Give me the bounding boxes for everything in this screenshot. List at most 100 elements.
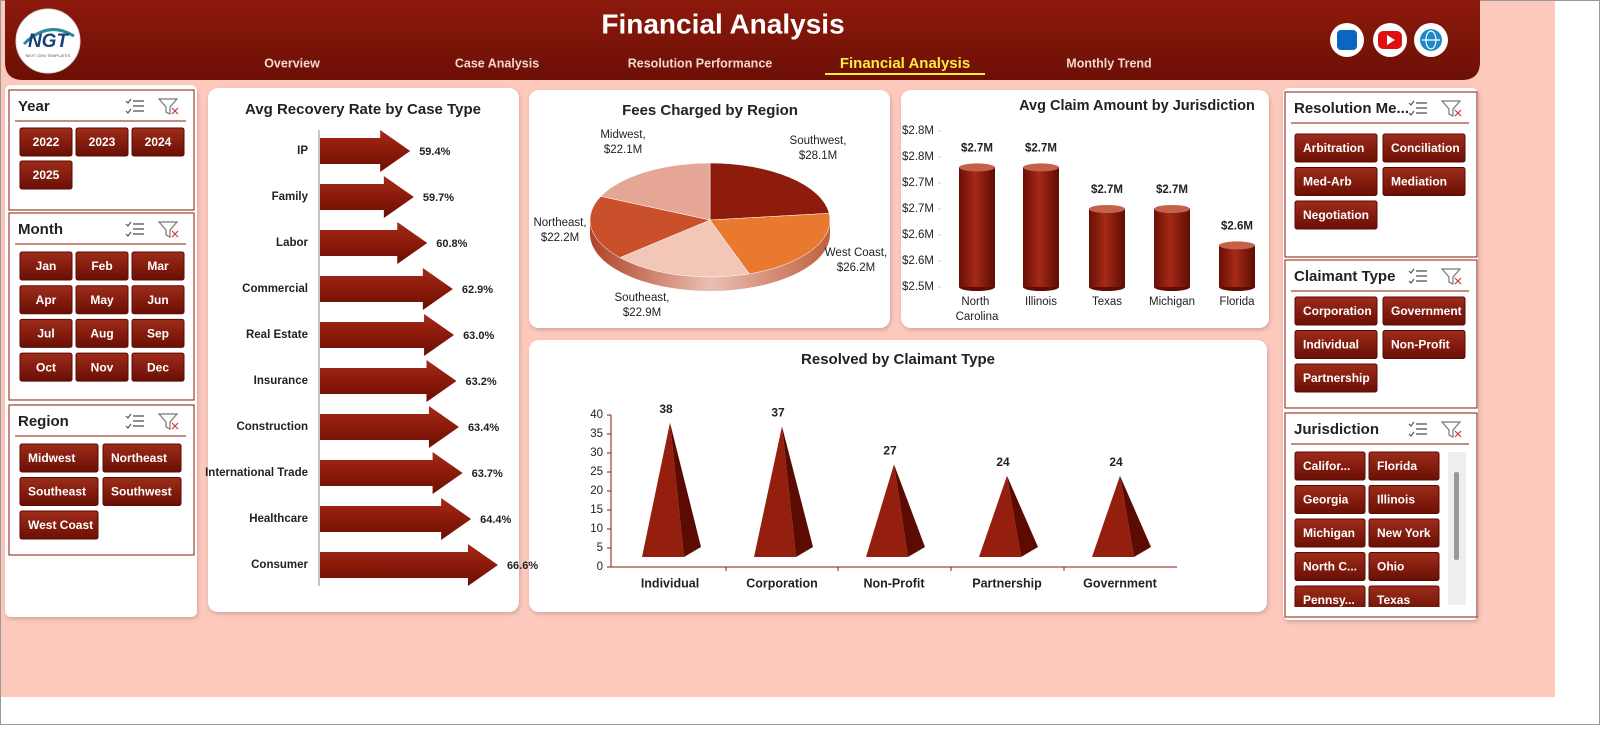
slicer-button[interactable] — [75, 352, 129, 382]
slicer-button-label[interactable]: Ohio — [1377, 560, 1404, 574]
slicer-button-label[interactable]: Non-Profit — [1391, 338, 1450, 352]
slicer-button-label[interactable]: Texas — [1377, 593, 1410, 607]
slicer-button-label[interactable]: Jan — [36, 259, 57, 273]
slicer-button[interactable] — [1368, 518, 1440, 548]
clear-filter-icon[interactable] — [1440, 268, 1462, 285]
slicer-button[interactable] — [75, 285, 129, 315]
nav-tab[interactable]: Monthly Trend — [1066, 56, 1151, 70]
nav-tab[interactable]: Financial Analysis — [840, 55, 970, 72]
slicer-button[interactable] — [1368, 552, 1440, 581]
slicer-button[interactable] — [1294, 485, 1366, 514]
slicer-items: Arbitration Conciliation Med-Arb Mediation N… — [1294, 133, 1466, 230]
slicer-button-label[interactable]: Conciliation — [1391, 141, 1460, 155]
slicer-button-label[interactable]: Florida — [1377, 459, 1417, 473]
slicer-button-label[interactable]: Nov — [91, 360, 114, 374]
slicer-button-label[interactable]: 2025 — [33, 168, 60, 182]
nav-tab[interactable]: Overview — [264, 56, 320, 70]
slicer-button-label[interactable]: North C... — [1303, 560, 1357, 574]
slicer-button[interactable] — [131, 251, 185, 281]
slicer-button[interactable] — [19, 160, 73, 190]
slicer-button[interactable] — [1382, 167, 1466, 196]
slicer-button[interactable] — [1368, 585, 1440, 614]
slicer-button[interactable] — [102, 443, 182, 473]
slicer-button-label[interactable]: Government — [1391, 304, 1462, 318]
clear-filter-icon[interactable] — [157, 221, 179, 238]
clear-filter-icon[interactable] — [157, 98, 179, 115]
nav-tab[interactable]: Resolution Performance — [628, 56, 773, 70]
slicer-button-label[interactable]: Dec — [147, 360, 169, 374]
slicer-button[interactable] — [131, 352, 185, 382]
slicer-button-label[interactable]: Sep — [147, 327, 169, 341]
scrollbar-thumb[interactable] — [1454, 472, 1459, 560]
slicer-button[interactable] — [19, 510, 99, 540]
slicer-button[interactable] — [1294, 200, 1378, 230]
slicer-button-label[interactable]: Georgia — [1303, 493, 1349, 507]
nav-tab[interactable]: Case Analysis — [455, 56, 539, 70]
slicer-button-label[interactable]: Aug — [90, 327, 113, 341]
slicer-button-label[interactable]: Feb — [91, 259, 112, 273]
slicer-button-label[interactable]: Pennsy... — [1303, 593, 1355, 607]
slicer-button[interactable] — [131, 318, 185, 348]
slicer-button-label[interactable]: Michigan — [1303, 526, 1355, 540]
slicer-button-label[interactable]: 2023 — [89, 135, 116, 149]
slicer-button[interactable] — [131, 285, 185, 315]
slicer-button[interactable] — [1294, 133, 1378, 163]
slicer-title: Month — [18, 221, 63, 238]
slicer-button-label[interactable]: Illinois — [1377, 493, 1415, 507]
slicer-button[interactable] — [1294, 363, 1378, 393]
slicer-button[interactable] — [19, 285, 73, 315]
slicer-button[interactable] — [19, 443, 99, 473]
slicer-button-label[interactable]: Southwest — [111, 485, 172, 499]
slicer-button[interactable] — [131, 127, 185, 157]
slicer-button[interactable] — [75, 318, 129, 348]
y-tick-label: 10 — [590, 523, 603, 535]
slicer-button[interactable] — [19, 318, 73, 348]
slicer-button[interactable] — [1294, 330, 1378, 359]
slicer-button-label[interactable]: Apr — [36, 293, 57, 307]
clear-filter-icon[interactable] — [1440, 421, 1462, 438]
slicer-button[interactable] — [1368, 451, 1440, 481]
clear-filter-icon[interactable] — [157, 413, 179, 430]
slicer-button[interactable] — [1294, 552, 1366, 581]
slicer-button[interactable] — [19, 477, 99, 506]
slicer-button-label[interactable]: Negotiation — [1303, 208, 1369, 222]
slicer-button[interactable] — [19, 127, 73, 157]
slicer-button[interactable] — [1382, 330, 1466, 359]
slicer-button-label[interactable]: May — [90, 293, 114, 307]
slicer-button[interactable] — [1294, 167, 1378, 196]
slicer-button-label[interactable]: 2024 — [145, 135, 172, 149]
slicer-button[interactable] — [19, 251, 73, 281]
clear-filter-icon[interactable] — [1440, 100, 1462, 117]
slicer-button-label[interactable]: Mar — [147, 259, 169, 273]
slicer-button-label[interactable]: New York — [1377, 526, 1431, 540]
slicer-button[interactable] — [1294, 518, 1366, 548]
slicer-button-label[interactable]: Northeast — [111, 451, 167, 465]
slicer-button-label[interactable]: Med-Arb — [1303, 175, 1352, 189]
slicer-button-label[interactable]: Midwest — [28, 451, 75, 465]
slicer-button[interactable] — [75, 251, 129, 281]
slice-category-label: West Coast, — [825, 247, 887, 259]
slicer-button[interactable] — [19, 352, 73, 382]
slicer-button[interactable] — [1294, 585, 1366, 614]
slicer-button[interactable] — [1382, 296, 1466, 326]
slicer-button-label[interactable]: Corporation — [1303, 304, 1372, 318]
slicer-button[interactable] — [1382, 133, 1466, 163]
slicer-button[interactable] — [1368, 485, 1440, 514]
slicer-button-label[interactable]: Individual — [1303, 338, 1359, 352]
slicer-button-label[interactable]: Southeast — [28, 485, 86, 499]
slicer-button-label[interactable]: Jun — [147, 293, 168, 307]
slicer-button[interactable] — [1294, 296, 1378, 326]
slicer-button-label[interactable]: West Coast — [28, 518, 93, 532]
arrow-bar — [320, 314, 455, 356]
slicer-button-label[interactable]: Arbitration — [1303, 141, 1364, 155]
bar — [1219, 245, 1255, 287]
slicer-button[interactable] — [102, 477, 182, 506]
slicer-button[interactable] — [75, 127, 129, 157]
slicer-button-label[interactable]: Partnership — [1303, 371, 1370, 385]
slicer-button[interactable] — [1294, 451, 1366, 481]
slicer-button-label[interactable]: Jul — [37, 327, 54, 341]
slicer-button-label[interactable]: Oct — [36, 360, 56, 374]
slicer-button-label[interactable]: Mediation — [1391, 175, 1447, 189]
slicer-button-label[interactable]: 2022 — [33, 135, 60, 149]
slicer-button-label[interactable]: Califor... — [1303, 459, 1350, 473]
